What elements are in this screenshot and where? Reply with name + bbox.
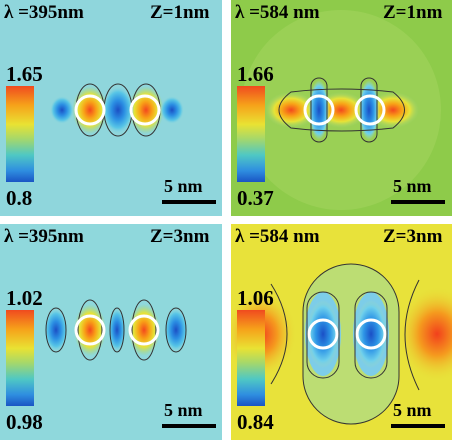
particle-ring <box>354 94 386 126</box>
wavelength-label: λ =584 nm <box>235 226 320 247</box>
particle-ring <box>128 314 160 346</box>
colorbar <box>6 86 34 182</box>
colorbar <box>237 86 265 182</box>
particle-ring <box>307 318 339 350</box>
wavelength-label: λ =584 nm <box>235 2 320 23</box>
colorbar-max-label: 1.66 <box>237 62 274 86</box>
scale-bar <box>391 424 445 428</box>
scale-bar-label: 5 nm <box>393 176 432 196</box>
scale-bar-label: 5 nm <box>164 400 203 420</box>
colorbar <box>6 310 34 406</box>
panel-1: λ =395nm Z=1nm 1.65 0.8 5 nm <box>0 0 222 216</box>
scale-bar <box>162 200 216 204</box>
z-label: Z=1nm <box>383 2 443 23</box>
scale-bar <box>162 424 216 428</box>
scale-bar-label: 5 nm <box>164 176 203 196</box>
colorbar <box>237 310 265 406</box>
scale-bar-label: 5 nm <box>393 400 432 420</box>
colorbar-max-label: 1.06 <box>237 286 274 310</box>
particle-ring <box>74 94 106 126</box>
field-map-1 <box>50 83 184 137</box>
wavelength-label: λ =395nm <box>4 226 84 247</box>
colorbar-min-label: 0.37 <box>237 186 274 210</box>
particle-ring <box>74 314 106 346</box>
z-label: Z=3nm <box>150 226 210 247</box>
particle-ring <box>303 94 335 126</box>
wavelength-label: λ =395nm <box>4 2 84 23</box>
z-label: Z=1nm <box>150 2 210 23</box>
colorbar-min-label: 0.8 <box>6 186 33 210</box>
colorbar-max-label: 1.65 <box>6 62 43 86</box>
field-map-3 <box>44 299 188 361</box>
z-label: Z=3nm <box>383 226 443 247</box>
particle-ring <box>129 94 161 126</box>
particle-ring <box>355 318 387 350</box>
panel-2: λ =584 nm Z=1nm 1.66 0.37 5 nm <box>231 0 452 216</box>
panel-3: λ =395nm Z=3nm 1.02 0.98 5 nm <box>0 224 222 440</box>
colorbar-min-label: 0.84 <box>237 410 274 434</box>
colorbar-max-label: 1.02 <box>6 286 43 310</box>
colorbar-min-label: 0.98 <box>6 410 43 434</box>
panel-4: λ =584 nm Z=3nm 1.06 0.84 5 nm <box>231 224 452 440</box>
scale-bar <box>391 200 445 204</box>
field-map-2 <box>241 10 441 210</box>
